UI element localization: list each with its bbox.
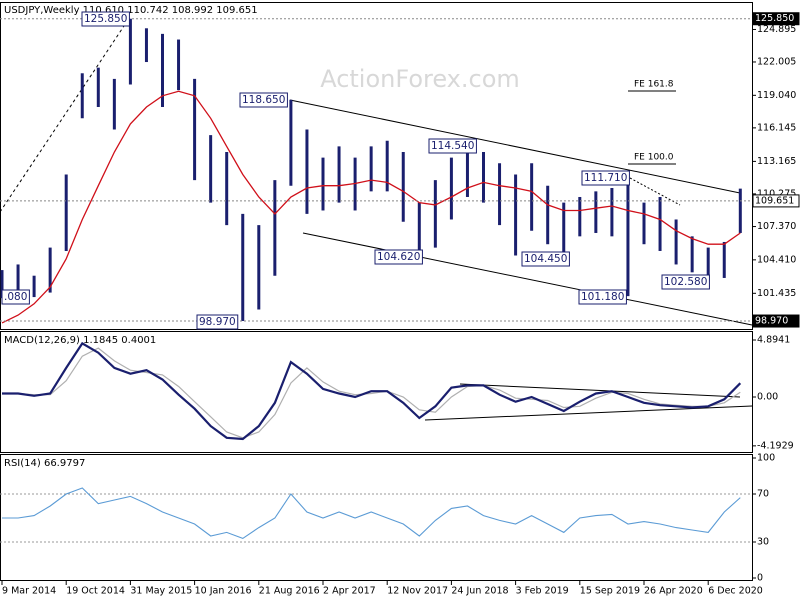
annotation: 111.710	[584, 172, 627, 184]
x-tick-label: 24 Jun 2018	[451, 586, 508, 597]
annotation: FE 161.8	[634, 80, 674, 90]
price-label: 125.850	[755, 13, 794, 24]
y-tick-label: 104.410	[757, 254, 796, 265]
x-tick-label: 12 Nov 2017	[387, 586, 448, 597]
y-tick-label: 124.895	[757, 24, 796, 35]
macd-trend-lower	[424, 405, 753, 421]
y-tick-label: 116.145	[757, 122, 796, 133]
annotation-box	[521, 251, 570, 267]
annotation: 102.580	[664, 276, 707, 288]
y-tick-label: 30	[757, 536, 769, 547]
annotation: 118.650	[242, 94, 285, 106]
moving-average	[1, 90, 741, 324]
x-tick-label: 26 Apr 2020	[644, 586, 703, 597]
annotation: 101.180	[581, 291, 624, 303]
annotation-box	[81, 11, 130, 27]
annotation-box	[1, 289, 30, 305]
y-tick-label: 0	[757, 572, 763, 583]
annotation: 104.450	[524, 253, 567, 265]
drawings	[0, 19, 753, 421]
price-label-box	[752, 194, 800, 208]
x-tick-label: 19 Oct 2014	[66, 586, 125, 597]
frames	[0, 2, 753, 581]
rsi-line	[2, 487, 741, 540]
y-tick-label: 110.275	[757, 188, 796, 199]
x-tick-label: 31 May 2015	[130, 586, 192, 597]
price-label-box	[752, 12, 800, 26]
annotation-box	[581, 170, 630, 186]
trend-dotted	[0, 19, 129, 213]
rsi-title: RSI(14) 66.9797	[4, 458, 85, 469]
macd-line	[2, 341, 742, 441]
x-tick-label: 10 Jan 2016	[195, 586, 252, 597]
macd-title: MACD(12,26,9) 1.1845 0.4001	[4, 335, 156, 346]
price-label-box	[752, 314, 800, 328]
y-tick-label: 70	[757, 488, 769, 499]
y-tick-label: 100	[757, 452, 775, 463]
annotation: 98.970	[199, 316, 236, 328]
channel-lower	[302, 232, 753, 326]
rsi-frame	[0, 454, 753, 581]
price-frame	[0, 2, 753, 330]
price-title: USDJPY,Weekly 110.610 110.742 108.992 10…	[4, 5, 258, 16]
x-tick-label: 6 Dec 2020	[708, 586, 763, 597]
y-tick-label: 101.435	[757, 288, 796, 299]
annotation-box	[374, 249, 423, 265]
channel-upper	[289, 99, 741, 194]
annotation: 114.540	[431, 140, 474, 152]
macd-frame	[0, 331, 753, 453]
fe-dotted	[629, 177, 681, 206]
annotation: FE 100.0	[634, 153, 674, 163]
y-tick-label: -4.1929	[757, 440, 794, 451]
annotation: .080	[4, 291, 27, 303]
y-tick-label: 107.370	[757, 221, 796, 232]
x-tick-label: 2 Apr 2017	[323, 586, 376, 597]
annotation-box	[578, 289, 627, 305]
x-tick-label: 9 Mar 2014	[2, 586, 56, 597]
annotation-box	[661, 274, 710, 290]
x-tick-label: 15 Sep 2019	[580, 586, 640, 597]
macd-trend-upper	[459, 383, 741, 398]
y-tick-label: 4.8941	[757, 334, 790, 345]
x-tick-label: 3 Feb 2019	[516, 586, 569, 597]
y-tick-label: 122.005	[757, 56, 796, 67]
watermark: ActionForex.com	[320, 65, 520, 93]
annotation-box	[239, 92, 288, 108]
y-tick-label: 119.040	[757, 90, 796, 101]
annotation: 125.850	[84, 13, 127, 25]
annotation-box	[428, 138, 477, 154]
price-label: 109.651	[755, 195, 794, 206]
annotation: 104.620	[377, 251, 420, 263]
annotation-box	[196, 314, 239, 330]
price-label: 98.970	[755, 316, 788, 327]
y-tick-label: 113.165	[757, 156, 796, 167]
y-tick-label: 0.00	[757, 392, 778, 403]
x-tick-label: 21 Aug 2016	[259, 586, 320, 597]
